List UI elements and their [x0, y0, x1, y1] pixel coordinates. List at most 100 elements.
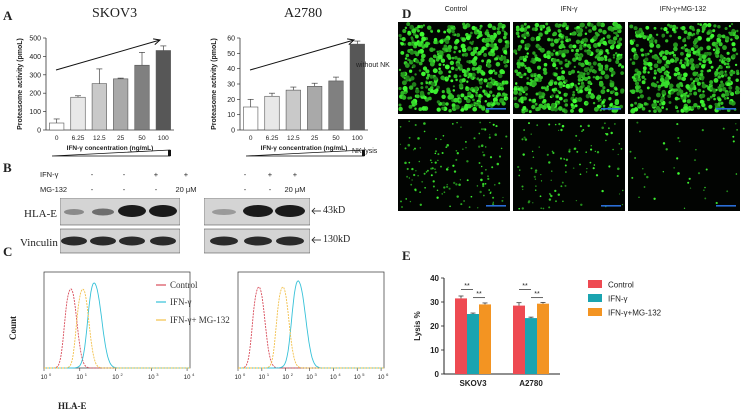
skov3-y-tick-label: 200 [29, 91, 41, 98]
a2780-x-tick-label: 50 [332, 135, 340, 142]
micro-cells-r1-c1 [398, 22, 510, 113]
a2780-x-tick-label: 25 [311, 135, 319, 142]
skov3-x-tick-label: 12.5 [93, 135, 106, 142]
a2780-y-tick-label: 40 [227, 66, 235, 73]
skov3-bar-25 [113, 78, 129, 131]
skov3-ylabel: Proteasome activity (pmoL) [17, 38, 24, 130]
micro-scale-bar-r1-c3 [716, 108, 736, 110]
flow-right-x-tick-label: 10 [330, 375, 337, 381]
skov3-y-tick-label: 100 [29, 109, 41, 116]
micro-cells-r1-c2 [513, 22, 625, 114]
lysis-x-tick-label-SKOV3: SKOV3 [459, 379, 487, 388]
lysis-ylabel: Lysis % [413, 311, 422, 341]
skov3-xlabel: IFN-γ concentration (ng/mL) [67, 145, 154, 152]
vinculin-band-left-1 [61, 236, 87, 246]
skov3-y-tick-label: 0 [37, 128, 41, 135]
flow-legend-swatches [156, 284, 166, 321]
skov3-bar-12.5 [91, 83, 107, 131]
ifn-left-lane-3: + [153, 170, 159, 179]
skov3-y-tick-label: 500 [29, 36, 41, 43]
skov3-x-tick-label: 0 [55, 135, 59, 142]
flow-right-x-tick-label: 10 [354, 375, 361, 381]
ifn-right-lane-3: + [292, 170, 298, 179]
lysis-bar-SKOV3-2 [467, 314, 479, 374]
a2780-y-tick-label: 30 [227, 82, 235, 89]
vinculin-band-right-2 [244, 236, 272, 246]
flow-left-x-tick-label: 10 [76, 375, 83, 381]
flow-right-x-tick-label: 10 [282, 375, 289, 381]
skov3-y-tick-label: 300 [29, 72, 41, 79]
micro-col-control: Control [444, 6, 468, 13]
flow-right-x-tick-label: 10 [306, 375, 313, 381]
lysis-y-tick-label: 0 [435, 370, 440, 379]
micro-cells-r2-c1 [399, 120, 508, 209]
panel-label-c: C [3, 244, 13, 259]
hla-e-band-label: HLA-E [24, 208, 57, 220]
a2780-wedge-end [362, 150, 365, 156]
a2780-bar-50 [328, 80, 344, 131]
micro-scale-bar-r2-c3 [716, 205, 736, 207]
flow-right-x-tick-exp: 4 [338, 372, 341, 377]
mg-right-lane-2: - [268, 185, 272, 194]
bar-chart-skov3: 0 100 200 300 400 500 0 6.25 12.5 25 50 100 IFN-γ co… [17, 36, 174, 157]
skov3-x-tick-label: 50 [138, 135, 146, 142]
a2780-y-tick-label: 60 [227, 36, 235, 43]
lysis-sig-label-A2780-2: ** [534, 291, 540, 298]
flow-left-x-tick-exp: 0 [49, 372, 52, 377]
panel-label-d: D [402, 6, 412, 21]
micro-scale-bar-r2-c2 [601, 205, 621, 207]
vinculin-band-right-3 [276, 236, 304, 246]
vinculin-band-label: Vinculin [20, 237, 58, 249]
vinculin-band-left-3 [119, 236, 145, 246]
hla-e-band-right-2 [243, 205, 273, 217]
flow-right-x-tick-label: 10 [259, 375, 266, 381]
mg-left-lane-1: - [90, 185, 94, 194]
skov3-x-tick-label: 100 [158, 135, 169, 142]
skov3-bar-6.25 [70, 96, 86, 131]
lysis-bar-SKOV3-3 [479, 304, 491, 374]
chart-title-a2780: A2780 [284, 6, 323, 21]
flow-left-curve-3 [44, 288, 190, 369]
lysis-legend-label-1: Control [608, 281, 634, 290]
a2780-x-tick-label: 12.5 [287, 135, 300, 142]
lysis-bar-SKOV3-1 [455, 298, 467, 374]
flow-ylabel: Count [8, 315, 18, 340]
ifn-row-label: IFN-γ [40, 170, 59, 179]
micro-panel-r2-c2 [513, 119, 625, 211]
micro-col-ifn: IFN-γ [560, 6, 578, 13]
lysis-sig-label-SKOV3-1: ** [464, 283, 470, 290]
flow-legend-ifn-mg: IFN-γ+ MG-132 [170, 315, 230, 325]
a2780-y-tick-label: 10 [227, 112, 235, 119]
flow-right-x-tick-label: 10 [235, 375, 242, 381]
skov3-bar-50 [134, 64, 150, 131]
micro-cells-r2-c3 [629, 121, 738, 209]
a2780-bar-6.25 [264, 95, 280, 131]
hla-e-band-left-3 [118, 205, 146, 217]
flow-right-x-tick-exp: 5 [362, 372, 365, 377]
a2780-xlabel: IFN-γ concentration (ng/mL) [261, 145, 348, 152]
lysis-legend-swatch-1 [588, 280, 602, 288]
flow-left-x-tick-exp: 2 [121, 372, 124, 377]
flow-left-x-tick-exp: 3 [156, 372, 159, 377]
flow-left-x-tick-exp: 4 [192, 372, 195, 377]
ifn-left-lane-2: - [122, 170, 126, 179]
micro-scale-bar-r2-c1 [486, 205, 506, 207]
skov3-x-tick-label: 25 [117, 135, 125, 142]
mg-right-lane-1: - [243, 185, 247, 194]
micro-panel-r2-c3 [628, 119, 740, 211]
lysis-y-tick-label: 20 [430, 322, 439, 331]
flow-legend-control: Control [170, 280, 198, 290]
micro-scale-bar-r1-c1 [486, 108, 506, 110]
mg-right-lane-3: 20 μM [284, 185, 306, 194]
panel-label-b: B [3, 160, 12, 175]
lysis-legend-swatch-3 [588, 308, 602, 316]
a2780-bar-0 [243, 106, 259, 131]
panel-label-a: A [3, 8, 13, 23]
kd-arrows [311, 207, 321, 244]
hla-e-band-right-3 [275, 205, 305, 217]
western-blot-left [60, 198, 180, 254]
chart-title-skov3: SKOV3 [92, 6, 138, 21]
lysis-legend-label-2: IFN-γ [608, 295, 628, 304]
flow-left-x-tick-label: 10 [112, 375, 119, 381]
